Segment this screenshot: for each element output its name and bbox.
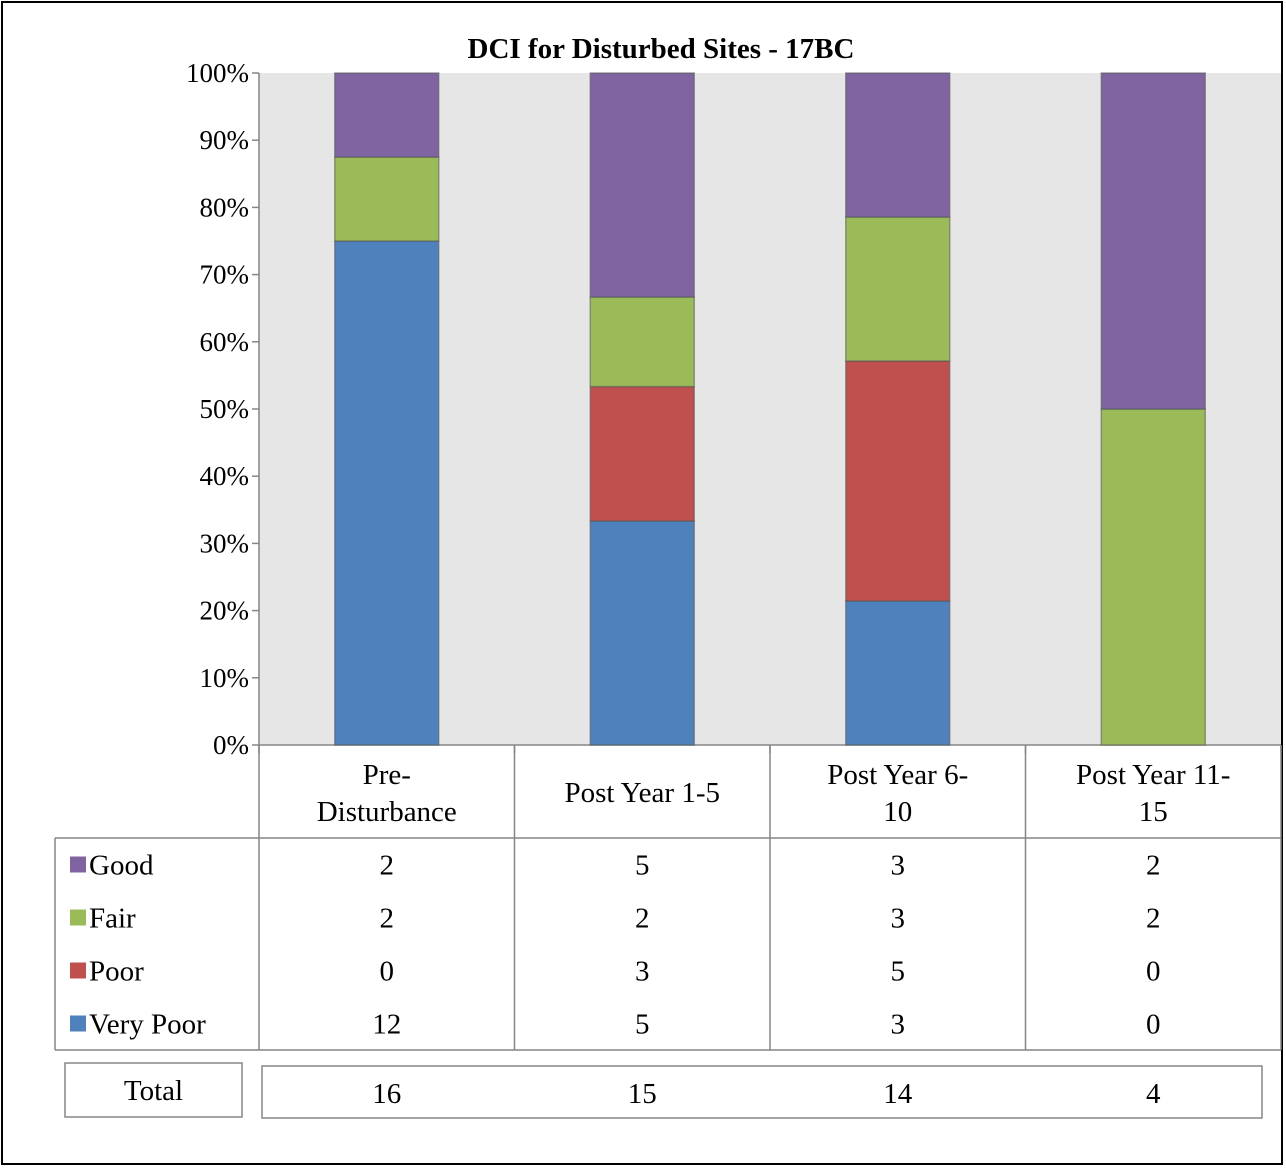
- bar-segment-fair: [589, 296, 695, 388]
- x-category-label: 15: [1139, 796, 1168, 828]
- y-tick-label: 20%: [200, 596, 250, 626]
- legend-swatch-poor: [70, 962, 86, 979]
- x-category-label: Pre-: [363, 759, 411, 791]
- x-category-label: Post Year 1-5: [565, 777, 721, 809]
- table-cell: 2: [380, 903, 395, 935]
- table-cell: 5: [891, 956, 906, 988]
- y-tick-label: 50%: [200, 394, 250, 424]
- table-cell: 3: [891, 903, 906, 935]
- bar-segment-very-poor: [334, 240, 440, 746]
- chart-title: DCI for Disturbed Sites - 17BC: [468, 33, 855, 65]
- totals-box: [261, 1065, 1263, 1119]
- legend-label: Good: [89, 850, 154, 882]
- table-cell: 3: [891, 850, 906, 882]
- y-tick-label: 10%: [200, 663, 250, 693]
- bar-segment-very-poor: [589, 520, 695, 746]
- legend-swatch-fair: [70, 909, 86, 926]
- y-tick-label: 30%: [200, 528, 250, 558]
- table-cell: 0: [1146, 956, 1161, 988]
- total-value: 4: [1146, 1078, 1161, 1110]
- bar-segment-good: [845, 72, 951, 218]
- y-tick-label: 90%: [200, 125, 250, 155]
- table-cell: 2: [635, 903, 650, 935]
- total-value: 15: [628, 1078, 657, 1110]
- y-tick-label: 80%: [200, 192, 250, 222]
- table-cell: 12: [372, 1009, 401, 1041]
- legend-label: Poor: [89, 956, 144, 988]
- bar-segment-good: [1100, 72, 1206, 410]
- legend-label: Very Poor: [89, 1009, 206, 1041]
- bar-segment-fair: [1100, 408, 1206, 746]
- y-tick-label: 70%: [200, 260, 250, 290]
- table-cell: 0: [1146, 1009, 1161, 1041]
- x-category-label: Post Year 11-: [1076, 759, 1230, 791]
- table-cell: 2: [1146, 903, 1161, 935]
- x-category-label: Disturbance: [317, 796, 457, 828]
- bar-segment-good: [589, 72, 695, 298]
- y-tick-label: 60%: [200, 327, 250, 357]
- legend-label: Fair: [89, 903, 136, 935]
- bar-segment-poor: [845, 360, 951, 602]
- x-category-label: 10: [883, 796, 912, 828]
- table-cell: 0: [380, 956, 395, 988]
- table-cell: 3: [891, 1009, 906, 1041]
- table-cell: 2: [380, 850, 395, 882]
- bar-segment-fair: [334, 156, 440, 242]
- bar-segment-very-poor: [845, 600, 951, 746]
- total-value: 16: [372, 1078, 401, 1110]
- table-cell: 3: [635, 956, 650, 988]
- x-category-label: Post Year 6-: [827, 759, 968, 791]
- bar-segment-poor: [589, 385, 695, 522]
- total-label-box: [64, 1062, 243, 1118]
- y-tick-label: 40%: [200, 461, 250, 491]
- table-cell: 2: [1146, 850, 1161, 882]
- total-label: Total: [124, 1075, 183, 1107]
- table-cell: 5: [635, 850, 650, 882]
- legend-swatch-good: [70, 856, 86, 873]
- bar-segment-fair: [845, 216, 951, 362]
- total-value: 14: [883, 1078, 913, 1110]
- table-cell: 5: [635, 1009, 650, 1041]
- y-tick-label: 100%: [186, 58, 249, 88]
- y-tick-label: 0%: [213, 730, 249, 760]
- legend-swatch-very-poor: [70, 1015, 86, 1032]
- bar-segment-good: [334, 72, 440, 158]
